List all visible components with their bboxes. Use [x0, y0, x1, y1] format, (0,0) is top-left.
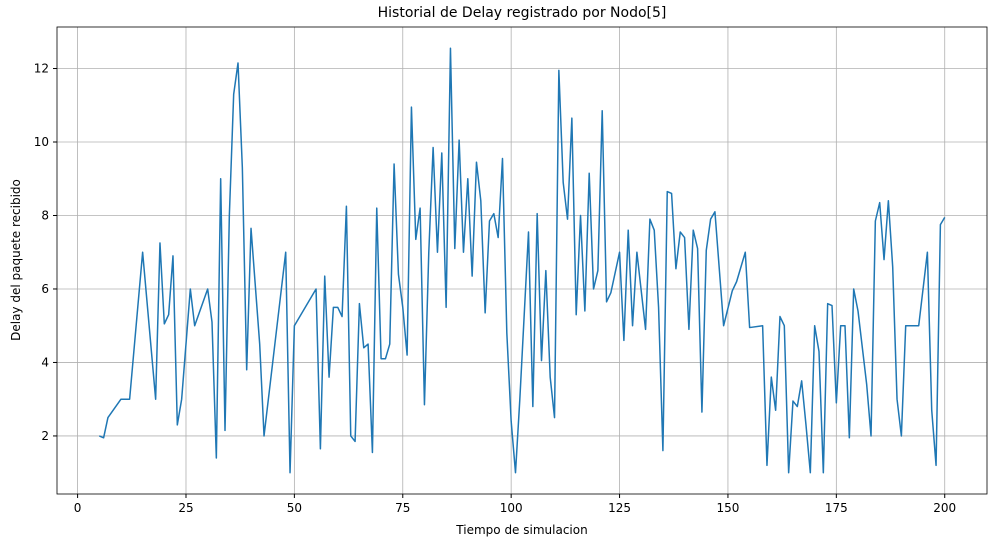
y-tick-label: 12	[34, 62, 49, 76]
x-axis-label: Tiempo de simulacion	[455, 523, 587, 537]
chart-title: Historial de Delay registrado por Nodo[5…	[378, 5, 667, 21]
x-tick-label: 75	[395, 501, 410, 515]
y-tick-label: 10	[34, 135, 49, 149]
x-tick-label: 125	[608, 501, 631, 515]
plot-frame	[56, 26, 988, 495]
y-tick-label: 8	[41, 208, 49, 222]
x-tick-label: 150	[716, 501, 739, 515]
data-line	[98, 47, 946, 474]
x-tick-label: 50	[287, 501, 302, 515]
x-tick-label: 175	[825, 501, 848, 515]
x-tick-label: 100	[500, 501, 523, 515]
x-tick-label: 0	[74, 501, 82, 515]
y-tick-label: 2	[41, 429, 49, 443]
y-tick-label: 6	[41, 282, 49, 296]
y-axis-label: Delay del paquete recibido	[9, 179, 23, 341]
x-tick-label: 200	[933, 501, 956, 515]
y-tick-label: 4	[41, 355, 49, 369]
x-tick-label: 25	[178, 501, 193, 515]
